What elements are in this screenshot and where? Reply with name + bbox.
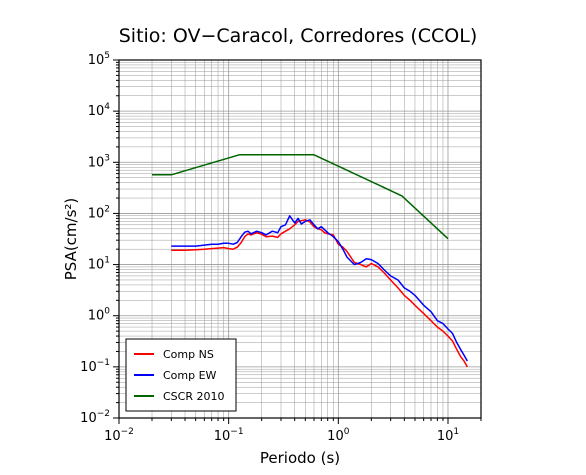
chart-grid <box>118 59 482 419</box>
y-tick-label: 10−1 <box>80 358 110 375</box>
y-tick-labels: 10−2 10−1 100 101 102 103 104 105 <box>80 51 110 426</box>
series-line-cscr-2010 <box>152 154 449 240</box>
legend-label-comp-ns: Comp NS <box>163 348 214 361</box>
y-tick-label: 100 <box>88 307 111 324</box>
x-tick-label: 10−2 <box>104 427 134 444</box>
series-layer <box>152 154 468 368</box>
y-tick-label: 103 <box>88 153 110 170</box>
y-axis-label: PSA(cm/s²) <box>62 198 80 281</box>
y-tick-label: 10−2 <box>80 409 110 426</box>
x-tick-label: 101 <box>437 427 459 444</box>
legend-label-cscr-2010: CSCR 2010 <box>163 390 224 403</box>
legend: Comp NS Comp EW CSCR 2010 <box>125 338 237 412</box>
y-tick-label: 101 <box>88 256 110 273</box>
chart-title: Sitio: OV−Caracol, Corredores (CCOL) <box>119 25 478 47</box>
plot-frame <box>118 59 482 419</box>
legend-label-comp-ew: Comp EW <box>163 369 217 382</box>
y-tick-label: 104 <box>88 102 111 119</box>
y-tick-label: 105 <box>88 51 110 68</box>
x-tick-label: 10−1 <box>214 427 244 444</box>
x-tick-label: 100 <box>327 427 350 444</box>
x-axis-label: Periodo (s) <box>260 449 340 467</box>
x-tick-labels: 10−2 10−1 100 101 <box>104 427 459 444</box>
y-tick-label: 102 <box>88 204 110 221</box>
series-line-comp-ew <box>171 215 468 362</box>
